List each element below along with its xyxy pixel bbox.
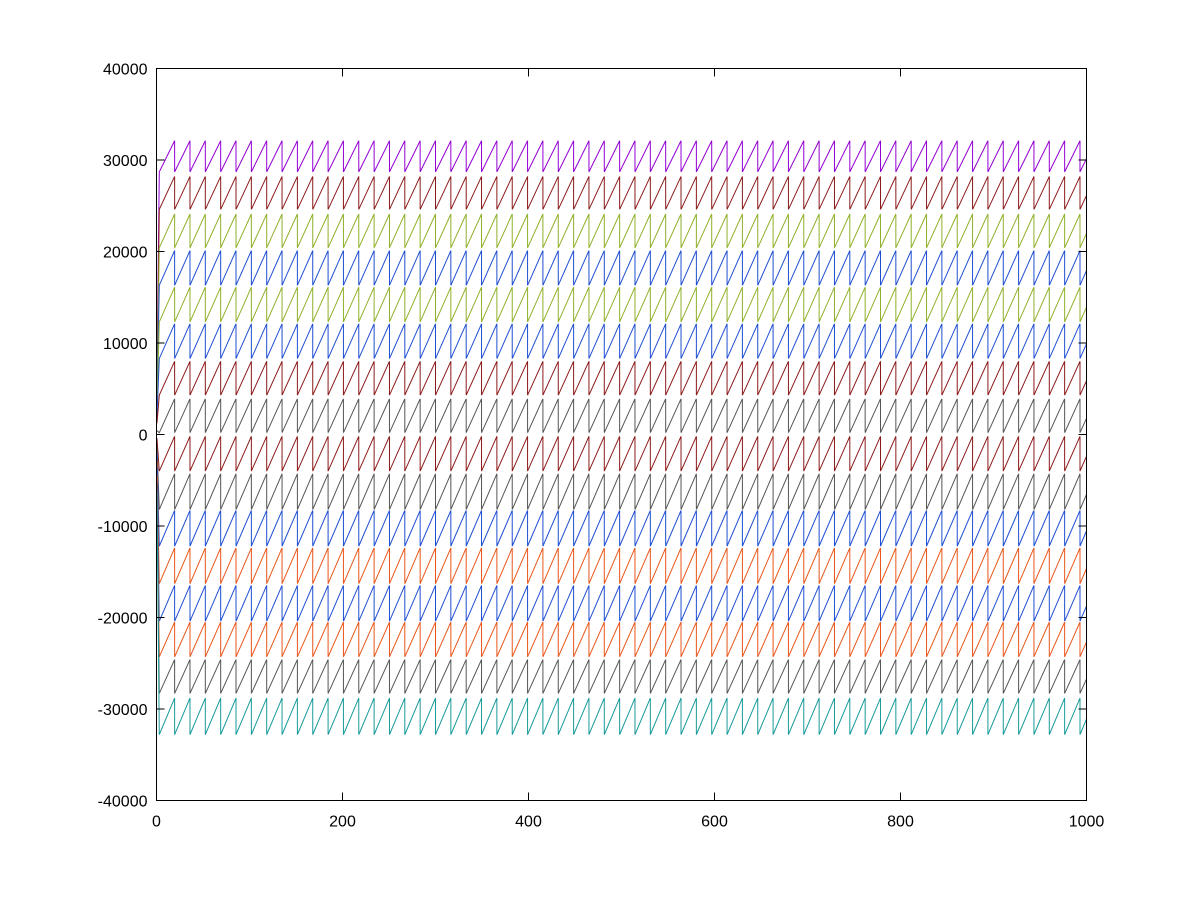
series-line-12 (156, 460, 1087, 584)
y-tick-label: 0 (139, 428, 148, 445)
x-tick-label: 1000 (1069, 814, 1105, 831)
x-tick-label: 800 (887, 814, 914, 831)
y-tick-label: -30000 (98, 702, 148, 719)
series-layer (156, 140, 1087, 735)
series-line-13 (156, 468, 1087, 622)
x-tick-label: 400 (515, 814, 542, 831)
x-tick-label: 200 (329, 814, 356, 831)
tick-layer (156, 68, 1087, 801)
series-line-5 (156, 286, 1087, 409)
x-tick-label: 600 (701, 814, 728, 831)
y-tick-label: 10000 (103, 336, 148, 353)
label-layer: 0 200 400 600 800 1000 -40000 -30000 -20000 -1000… (98, 62, 1105, 831)
y-tick-label: -20000 (98, 611, 148, 628)
series-line-7 (156, 361, 1087, 424)
y-tick-label: 20000 (103, 245, 148, 262)
y-tick-label: 40000 (103, 62, 148, 79)
y-tick-label: -10000 (98, 519, 148, 536)
series-line-8 (156, 398, 1087, 434)
series-line-11 (156, 453, 1087, 547)
series-line-3 (156, 213, 1087, 394)
series-line-16 (156, 490, 1087, 735)
series-line-4 (156, 250, 1087, 402)
series-line-2 (156, 176, 1087, 387)
series-line-14 (156, 475, 1087, 658)
series-line-9 (156, 436, 1087, 472)
series-line-6 (156, 323, 1087, 416)
y-tick-label: 30000 (103, 153, 148, 170)
series-line-15 (156, 482, 1087, 694)
series-line-10 (156, 445, 1087, 510)
y-tick-label: -40000 (98, 794, 148, 811)
x-tick-label: 0 (152, 814, 161, 831)
series-line-1 (156, 140, 1087, 379)
